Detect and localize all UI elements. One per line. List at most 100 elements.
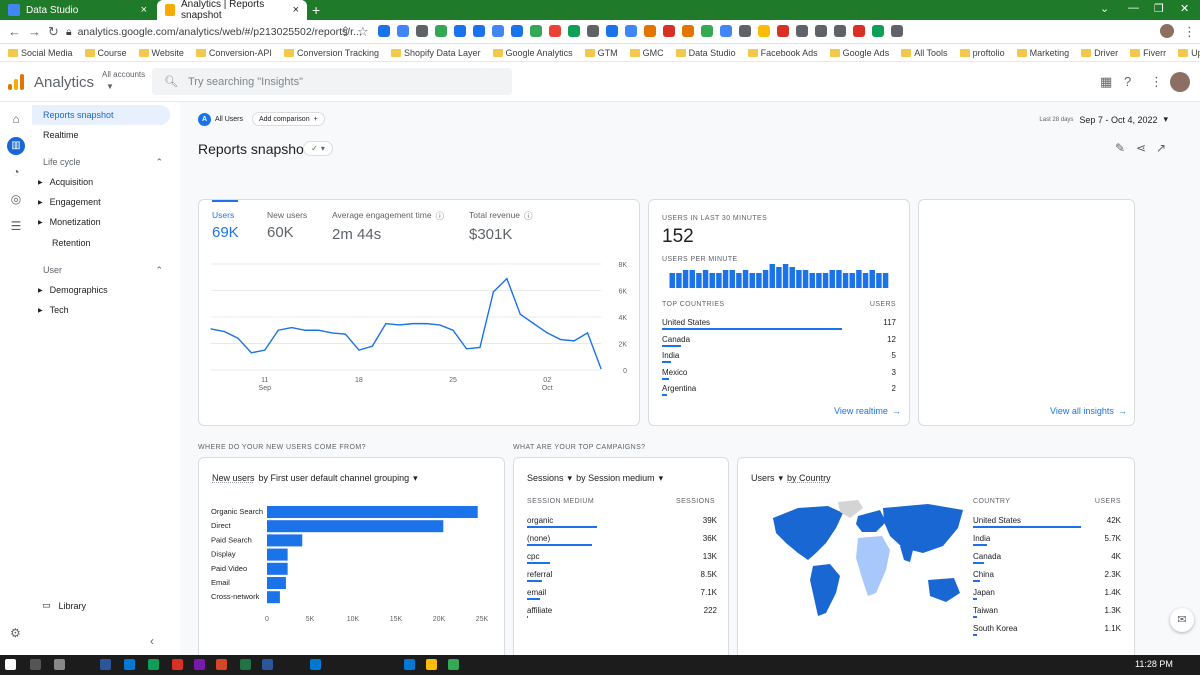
extension-icon[interactable]	[568, 25, 580, 37]
extension-icon[interactable]	[701, 25, 713, 37]
minimize-icon[interactable]: —	[1128, 2, 1139, 14]
extension-icon[interactable]	[891, 25, 903, 37]
taskbar-search-icon[interactable]	[30, 659, 41, 670]
card-title[interactable]: Sessions ▾ by Session medium ▾	[527, 473, 663, 484]
bookmark-item[interactable]: Data Studio	[675, 48, 736, 58]
app-taskbar-icon[interactable]	[310, 659, 321, 670]
extension-icon[interactable]	[492, 25, 504, 37]
insights-trend-icon[interactable]: ↗	[1156, 141, 1167, 155]
extension-icon[interactable]	[587, 25, 599, 37]
sidebar-section-user[interactable]: User ⌃	[43, 265, 163, 276]
app-taskbar-icon[interactable]	[172, 659, 183, 670]
add-comparison-button[interactable]: Add comparison +	[252, 112, 325, 126]
browser-menu-icon[interactable]: ⋮	[1183, 24, 1196, 39]
photoshop-taskbar-icon[interactable]	[100, 659, 111, 670]
bookmark-item[interactable]: Fiverr	[1130, 48, 1166, 58]
extension-icon[interactable]	[511, 25, 523, 37]
view-realtime-link[interactable]: View realtime →	[834, 406, 901, 416]
word-taskbar-icon[interactable]	[262, 659, 273, 670]
powerpoint-taskbar-icon[interactable]	[216, 659, 227, 670]
apps-grid-icon[interactable]: ▦	[1100, 74, 1113, 89]
sidebar-item-tech[interactable]: ▶ Tech	[38, 305, 69, 315]
reload-icon[interactable]: ↻	[48, 24, 59, 39]
close-tab-icon[interactable]: ×	[140, 4, 147, 16]
dimension-selector[interactable]: by First user default channel grouping	[258, 473, 410, 483]
table-row[interactable]: email 7.1K	[527, 588, 717, 606]
extension-icon[interactable]	[454, 25, 466, 37]
bookmark-item[interactable]: Website	[138, 48, 184, 58]
sidebar-item-realtime[interactable]: Realtime	[43, 130, 79, 140]
extension-icon[interactable]	[435, 25, 447, 37]
bookmark-item[interactable]: Conversion Tracking	[283, 48, 379, 58]
restore-icon[interactable]: ❐	[1154, 3, 1164, 15]
browser-profile-avatar[interactable]	[1160, 24, 1174, 38]
windows-start-icon[interactable]	[5, 659, 16, 670]
bookmark-item[interactable]: All Tools	[901, 48, 948, 58]
customize-report-icon[interactable]: ✎	[1115, 141, 1126, 155]
bookmark-item[interactable]: Social Media	[8, 48, 73, 58]
sidebar-item-library[interactable]: ▭ Library	[42, 600, 86, 611]
metric-total-revenue[interactable]: Total revenue ⓘ $301K	[469, 210, 533, 243]
sidebar-item-demographics[interactable]: ▶ Demographics	[38, 285, 108, 295]
extension-icon[interactable]	[397, 25, 409, 37]
browser-tab-analytics[interactable]: Analytics | Reports snapshot ×	[157, 0, 307, 21]
collapse-sidebar-icon[interactable]: ‹	[150, 634, 154, 648]
extension-icon[interactable]	[416, 25, 428, 37]
card-title[interactable]: Users ▾ by Country	[751, 473, 831, 484]
sidebar-item-reports-snapshot[interactable]: Reports snapshot	[32, 105, 170, 125]
onenote-taskbar-icon[interactable]	[194, 659, 205, 670]
bookmark-item[interactable]: proftolio	[959, 48, 1005, 58]
table-row[interactable]: organic 39K	[527, 516, 717, 534]
settings-gear-icon[interactable]: ⚙	[10, 626, 21, 640]
edge-taskbar-icon[interactable]	[404, 659, 415, 670]
table-row[interactable]: cpc 13K	[527, 552, 717, 570]
view-insights-link[interactable]: View all insights →	[1050, 406, 1127, 416]
segment-chip[interactable]: A All Users	[198, 112, 243, 126]
forward-icon[interactable]: →	[28, 24, 41, 39]
close-tab-icon[interactable]: ×	[292, 4, 299, 16]
back-icon[interactable]: ←	[8, 24, 21, 39]
feedback-icon[interactable]: ✉	[1170, 608, 1194, 632]
help-icon[interactable]: ?	[1124, 74, 1132, 89]
extension-icon[interactable]	[872, 25, 884, 37]
browser-tab-data-studio[interactable]: Data Studio ×	[0, 0, 155, 20]
table-row[interactable]: India 5.7K	[973, 534, 1121, 552]
app-taskbar-icon[interactable]	[148, 659, 159, 670]
bookmark-item[interactable]: Facebook Ads	[747, 48, 818, 58]
extension-icon[interactable]	[777, 25, 789, 37]
chrome-taskbar-icon[interactable]	[448, 659, 459, 670]
bookmark-item[interactable]: Marketing	[1016, 48, 1069, 58]
table-row[interactable]: affiliate 222	[527, 606, 717, 624]
extension-icon[interactable]	[796, 25, 808, 37]
more-options-icon[interactable]: ⋮	[1150, 74, 1163, 89]
dimension-selector[interactable]: by Session medium	[576, 473, 655, 483]
extension-icon[interactable]	[663, 25, 675, 37]
account-caret-icon[interactable]: ▼	[106, 82, 114, 91]
metric-new-users[interactable]: New users 60K	[267, 210, 307, 241]
extension-icon[interactable]	[834, 25, 846, 37]
metric-selector[interactable]: Sessions	[527, 473, 564, 483]
extension-icon[interactable]	[473, 25, 485, 37]
bookmark-item[interactable]: GTM	[584, 48, 618, 58]
advertising-icon[interactable]: ◎	[10, 192, 22, 206]
extension-icon[interactable]	[682, 25, 694, 37]
bookmark-item[interactable]: Course	[84, 48, 127, 58]
extension-icon[interactable]	[606, 25, 618, 37]
chrome-taskbar-icon[interactable]	[426, 659, 437, 670]
extension-icon[interactable]	[625, 25, 637, 37]
table-row[interactable]: (none) 36K	[527, 534, 717, 552]
tab-search-icon[interactable]: ⌄	[1100, 3, 1110, 15]
table-row[interactable]: Japan 1.4K	[973, 588, 1121, 606]
bookmark-item[interactable]: Shopify Data Layer	[390, 48, 481, 58]
bookmark-item[interactable]: Driver	[1081, 48, 1118, 58]
extension-icon[interactable]	[739, 25, 751, 37]
metric-selector[interactable]: Users	[751, 473, 775, 483]
metric-selector[interactable]: New users	[212, 473, 255, 483]
close-window-icon[interactable]: ✕	[1180, 3, 1190, 15]
dimension-selector[interactable]: by Country	[787, 473, 831, 483]
bookmark-star-icon[interactable]: ☆	[357, 24, 369, 39]
extension-icon[interactable]	[758, 25, 770, 37]
card-title[interactable]: New users by First user default channel …	[212, 473, 418, 484]
table-row[interactable]: Taiwan 1.3K	[973, 606, 1121, 624]
sidebar-section-life-cycle[interactable]: Life cycle ⌃	[43, 157, 163, 168]
